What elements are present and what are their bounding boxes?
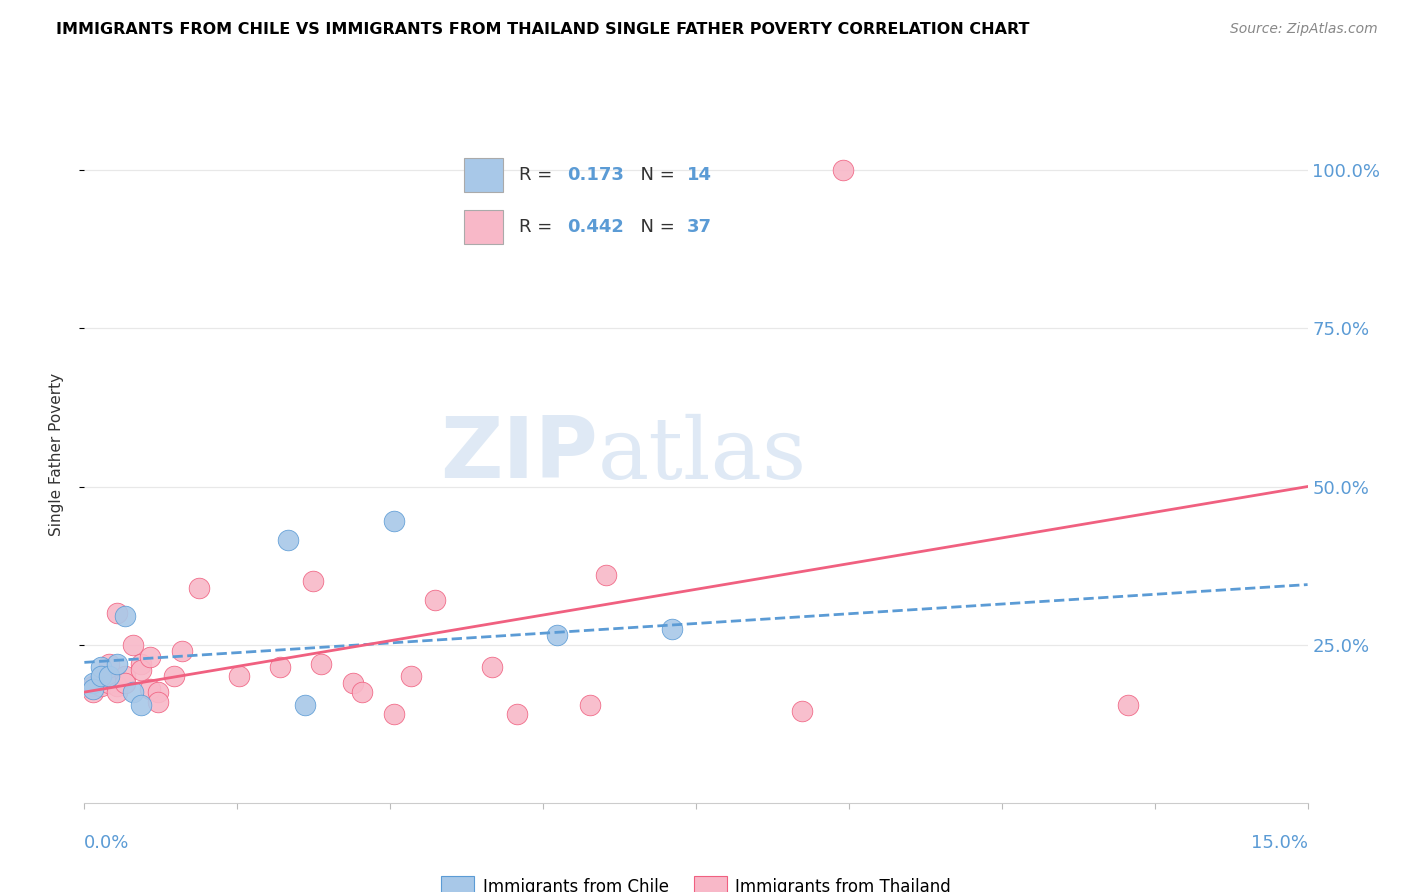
Point (399, 669, 422, 683)
Text: atlas: atlas (598, 413, 807, 497)
Point (382, 707, 405, 722)
Point (423, 593, 446, 607)
Text: R =: R = (519, 166, 558, 184)
Point (382, 514, 405, 528)
Point (122, 685, 145, 699)
Text: R =: R = (519, 218, 558, 236)
Point (90, 660, 112, 674)
Text: N =: N = (628, 218, 681, 236)
Point (277, 533, 299, 548)
Point (131, 663, 153, 677)
Point (131, 657, 153, 671)
Point (131, 698, 153, 712)
Point (831, 163, 853, 178)
Text: 15.0%: 15.0% (1250, 834, 1308, 852)
Point (122, 638, 145, 652)
Point (114, 669, 136, 683)
Text: 0.0%: 0.0% (84, 834, 129, 852)
Point (505, 707, 527, 722)
Point (790, 704, 813, 718)
Point (595, 568, 617, 582)
Point (97, 657, 120, 671)
Point (546, 628, 568, 642)
Point (82, 679, 104, 693)
Point (294, 698, 316, 712)
Text: 14: 14 (686, 166, 711, 184)
Point (301, 574, 323, 589)
Point (82, 685, 104, 699)
Point (105, 685, 128, 699)
Point (97, 669, 120, 683)
Point (146, 695, 169, 709)
Point (350, 685, 373, 699)
Bar (464, 159, 503, 192)
Point (105, 679, 128, 693)
Point (309, 657, 332, 671)
Point (172, 644, 194, 658)
Point (187, 581, 209, 595)
Point (661, 622, 683, 636)
Text: 0.173: 0.173 (568, 166, 624, 184)
Point (228, 669, 250, 683)
Point (114, 675, 136, 690)
Point (579, 698, 602, 712)
Point (481, 660, 503, 674)
Point (105, 606, 128, 620)
Point (114, 609, 136, 624)
Point (138, 650, 160, 665)
Point (90, 669, 112, 683)
Text: ZIP: ZIP (440, 413, 598, 497)
Text: 0.442: 0.442 (568, 218, 624, 236)
Point (82, 675, 104, 690)
Text: Source: ZipAtlas.com: Source: ZipAtlas.com (1230, 22, 1378, 37)
Point (90, 679, 112, 693)
Bar (464, 211, 503, 244)
Point (146, 685, 169, 699)
Point (82, 681, 104, 696)
Point (342, 675, 364, 690)
Point (269, 660, 291, 674)
Y-axis label: Single Father Poverty: Single Father Poverty (49, 374, 63, 536)
Text: IMMIGRANTS FROM CHILE VS IMMIGRANTS FROM THAILAND SINGLE FATHER POVERTY CORRELAT: IMMIGRANTS FROM CHILE VS IMMIGRANTS FROM… (56, 22, 1029, 37)
Legend: Immigrants from Chile, Immigrants from Thailand: Immigrants from Chile, Immigrants from T… (434, 870, 957, 892)
Text: 37: 37 (686, 218, 711, 236)
Text: N =: N = (628, 166, 681, 184)
Point (97, 675, 120, 690)
Point (138, 681, 160, 696)
Point (163, 669, 186, 683)
Point (1116, 698, 1139, 712)
Point (90, 673, 112, 687)
Point (105, 657, 128, 671)
